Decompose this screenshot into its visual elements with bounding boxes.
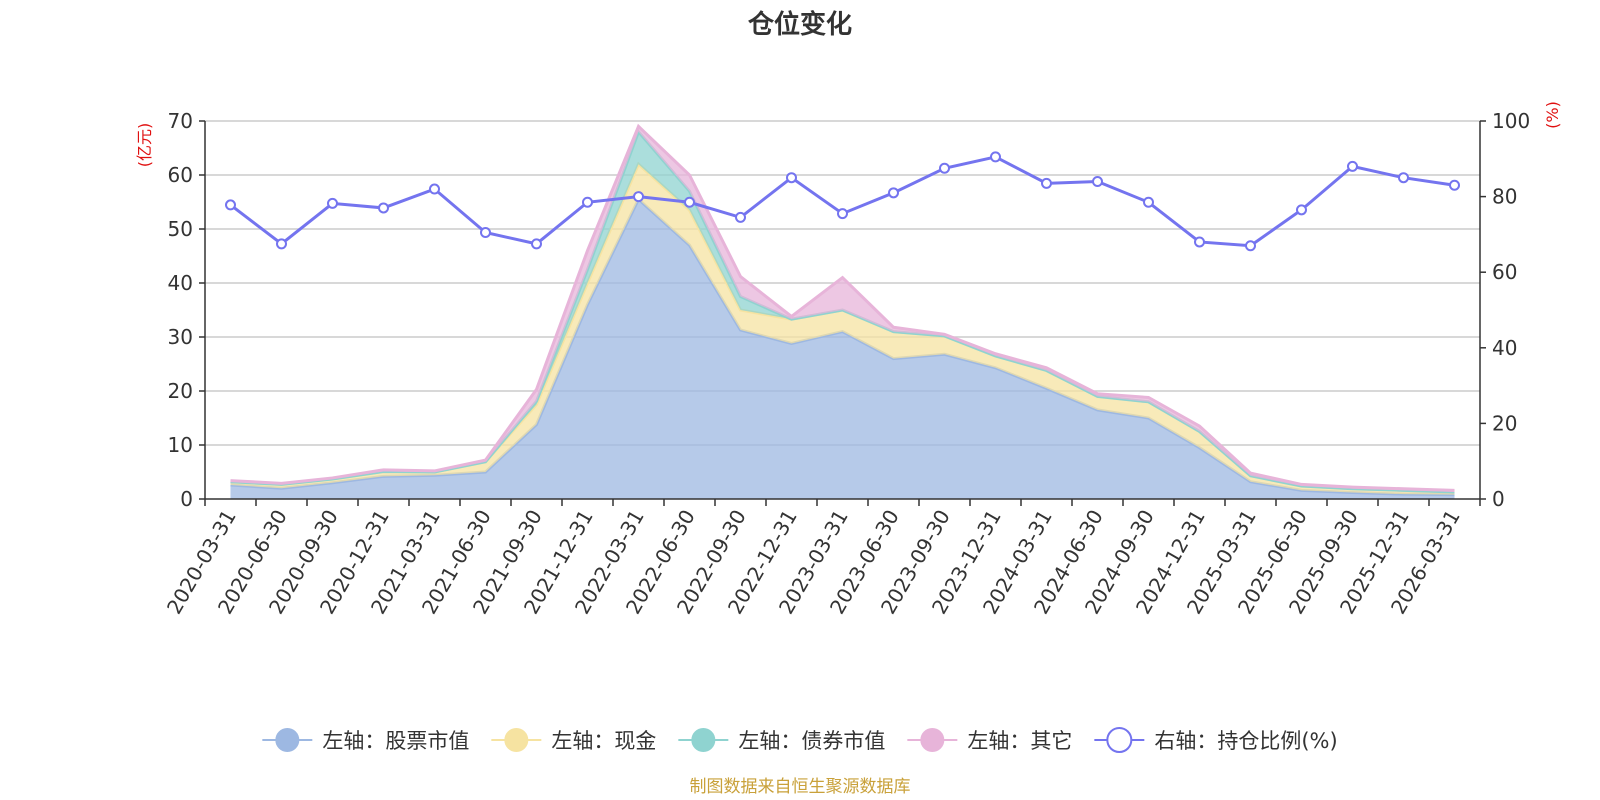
ratio-point (888, 187, 899, 199)
source-note: 制图数据来自恒生聚源数据库 (690, 777, 911, 797)
legend-marker (275, 728, 300, 752)
right-axis-tick-label: 60 (1492, 260, 1517, 284)
legend-label: 右轴：持仓比例(%) (1154, 729, 1337, 753)
ratio-point (225, 199, 236, 211)
ratio-point (1245, 240, 1256, 252)
area-series-4-edge (230, 123, 1455, 492)
right-axis-tick-label: 40 (1492, 336, 1517, 360)
right-axis-tick-label: 80 (1492, 185, 1517, 209)
ratio-point (990, 151, 1001, 163)
left-axis-tick-label: 30 (168, 325, 193, 349)
legend-item: 左轴：股票市值 (262, 728, 469, 753)
ratio-point (480, 227, 491, 239)
left-axis-tick-label: 10 (168, 433, 193, 457)
ratio-point (1041, 177, 1052, 189)
stacked-areas (230, 123, 1455, 500)
legend-label: 左轴：现金 (551, 729, 656, 753)
left-axis-tick-label: 0 (180, 487, 193, 511)
ratio-point (837, 208, 848, 220)
ratio-point (1296, 204, 1307, 216)
legend-item: 左轴：债券市值 (678, 728, 885, 753)
legend-marker (504, 728, 529, 752)
area-series-1 (230, 199, 1455, 500)
ratio-point (327, 197, 338, 209)
ratio-point (735, 211, 746, 223)
ratio-point (1347, 160, 1358, 172)
ratio-point (1449, 179, 1460, 191)
ratio-point (276, 238, 287, 250)
right-axis-tick-label: 20 (1492, 411, 1517, 435)
ratio-point (429, 183, 440, 195)
ratio-point (531, 238, 542, 250)
legend-item: 左轴：现金 (491, 728, 656, 753)
right-axis-unit-label: (%) (1543, 101, 1562, 129)
right-axis-tick-label: 100 (1492, 109, 1530, 133)
left-axis-tick-label: 20 (168, 379, 193, 403)
ratio-point (939, 162, 950, 174)
ratio-point (1194, 236, 1205, 248)
legend-marker (1106, 727, 1133, 753)
left-axis-tick-label: 50 (168, 217, 193, 241)
left-axis-tick-label: 70 (168, 109, 193, 133)
ratio-point (378, 202, 389, 214)
legend-label: 左轴：其它 (967, 729, 1072, 753)
ratio-point (633, 191, 644, 203)
ratio-point (684, 196, 695, 208)
left-axis-tick-label: 40 (168, 271, 193, 295)
legend-item: 左轴：其它 (907, 728, 1072, 753)
legend-marker (691, 728, 716, 752)
ratio-point (1398, 172, 1409, 184)
ratio-point (786, 172, 797, 184)
legend: 左轴：股票市值 左轴：现金 左轴：债券市值 左轴：其它 右轴：持仓比例(%) (262, 727, 1338, 753)
legend-label: 左轴：股票市值 (322, 729, 469, 753)
area-series-4 (230, 126, 1455, 492)
left-axis-tick-label: 60 (168, 163, 193, 187)
ratio-point (1143, 196, 1154, 208)
area-series-2 (230, 164, 1455, 495)
legend-label: 左轴：债券市值 (738, 729, 885, 753)
ratio-series-line (229, 155, 1455, 248)
chart-title: 仓位变化 (747, 9, 852, 40)
left-axis-unit-label: (亿元) (135, 123, 154, 168)
holding-ratio-line (225, 151, 1460, 252)
legend-marker (920, 728, 945, 752)
ratio-point (1092, 175, 1103, 187)
right-axis-tick-label: 0 (1492, 487, 1505, 511)
legend-item: 右轴：持仓比例(%) (1094, 727, 1338, 753)
ratio-point (582, 196, 593, 208)
